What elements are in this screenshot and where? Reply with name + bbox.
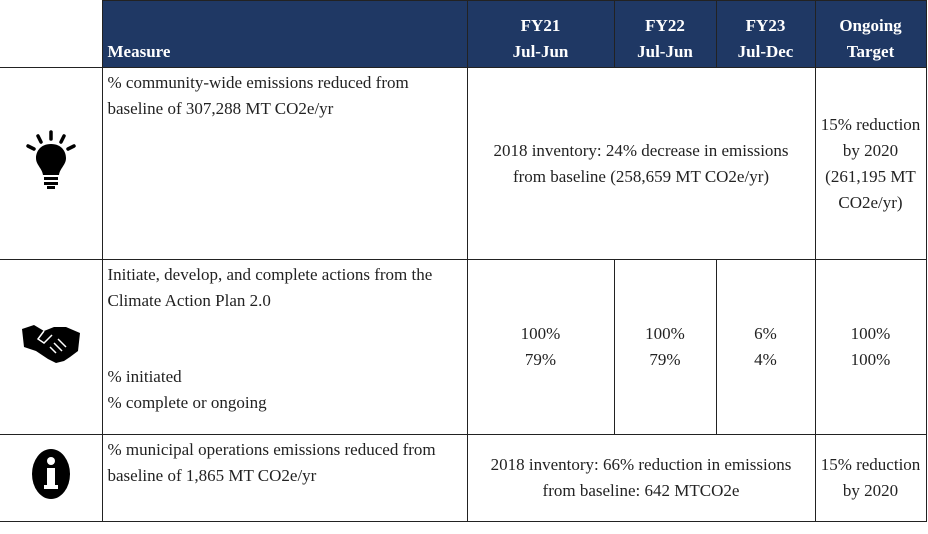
measure-cell: % community-wide emissions reduced from … — [101, 67, 468, 260]
header-line: Ongoing — [839, 16, 902, 35]
value: 100% — [645, 324, 685, 343]
value: 100% — [520, 324, 561, 343]
measure-cell: Initiate, develop, and complete actions … — [101, 259, 468, 435]
header-line: FY21 — [520, 16, 561, 35]
header-line: Jul-Jun — [512, 42, 569, 61]
merged-text: 2018 inventory: 24% decrease in emission… — [493, 140, 789, 186]
handshake-icon — [21, 325, 80, 363]
row: Initiate, develop, and complete actions … — [0, 259, 927, 435]
header-line: FY22 — [645, 16, 685, 35]
measures-table: Measure FY21 Jul-Jun FY22 Jul-Jun FY23 Jul-… — [0, 0, 927, 522]
value-cell: 100% 79% — [613, 259, 717, 435]
measure-text: Initiate, develop, and complete actions … — [107, 265, 433, 310]
lightbulb-icon — [26, 129, 76, 189]
header-blank — [0, 0, 102, 68]
merged-cell: 2018 inventory: 24% decrease in emission… — [466, 67, 816, 260]
value: 100% — [850, 324, 891, 343]
header-cell: FY22 Jul-Jun — [613, 0, 717, 68]
value: 79% — [649, 350, 681, 369]
value: 4% — [754, 350, 777, 369]
value: 6% — [754, 324, 777, 343]
header-row: Measure FY21 Jul-Jun FY22 Jul-Jun FY23 Jul-… — [0, 0, 927, 68]
header-line: Jul-Jun — [637, 42, 693, 61]
value: 100% — [850, 350, 891, 369]
header-line: Jul-Dec — [737, 42, 794, 61]
header-cell: FY21 Jul-Jun — [466, 0, 615, 68]
measure-cell: % municipal operations emissions reduced… — [101, 434, 468, 522]
icon-cell — [0, 67, 103, 260]
icon-cell — [0, 259, 103, 435]
value-cell: 6% 4% — [715, 259, 816, 435]
icon-cell — [0, 434, 103, 522]
measure-sub: % initiated — [107, 367, 182, 386]
value-cell: 100% 79% — [466, 259, 615, 435]
header-line: FY23 — [745, 16, 786, 35]
header-cell: Ongoing Target — [814, 0, 927, 68]
merged-cell: 2018 inventory: 66% reduction in emissio… — [466, 434, 816, 522]
target-cell: 15% reduction by 2020 — [814, 434, 927, 522]
header-cell: Measure — [101, 0, 468, 68]
value-cell: 100% 100% — [814, 259, 927, 435]
info-icon — [31, 449, 70, 499]
row: % community-wide emissions reduced from … — [0, 67, 927, 260]
row: % municipal operations emissions reduced… — [0, 434, 927, 522]
measure-sub: % complete or ongoing — [107, 393, 267, 412]
header-cell: FY23 Jul-Dec — [715, 0, 816, 68]
target-cell: 15% reduction by 2020 (261,195 MT CO2e/y… — [814, 67, 927, 260]
header-line: Target — [846, 42, 895, 61]
value: 79% — [524, 350, 557, 369]
